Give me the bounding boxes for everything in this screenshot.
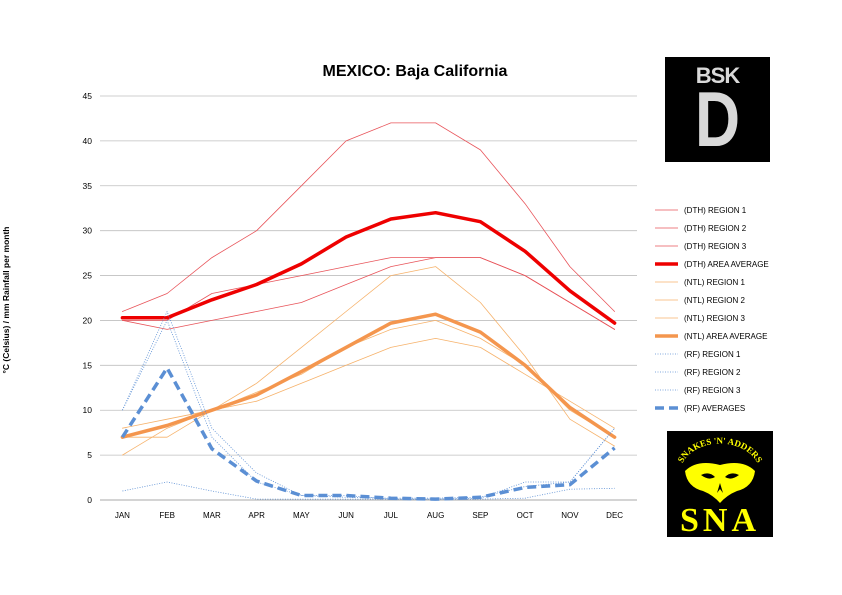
legend-label: (RF) AVERAGES [684,404,745,413]
legend-label: (NTL) REGION 2 [684,296,745,305]
series-line-4 [120,210,617,325]
legend-label: (RF) REGION 2 [684,368,741,377]
x-tick-label: DEC [606,511,623,520]
sna-logo-bottom-text: SNA [680,502,760,537]
sna-logo: SNAKES 'N' ADDERS SNA [667,431,773,537]
series-line-11 [122,319,615,500]
legend-label: (DTH) AREA AVERAGE [684,260,769,269]
bsk-logo-letter: D [694,75,741,163]
legend-label: (RF) REGION 3 [684,386,741,395]
x-tick-label: APR [248,511,265,520]
y-tick-label: 20 [83,315,93,325]
sna-logo-graphic: SNAKES 'N' ADDERS SNA [676,436,765,537]
y-tick-label: 0 [87,495,92,505]
legend: (DTH) REGION 1 (DTH) REGION 2 (DTH) REGION… [655,206,769,413]
legend-label: (NTL) AREA AVERAGE [684,332,767,341]
series-line-1 [122,122,615,312]
axes: 0 5 10 15 20 25 30 35 40 45 JAN FEB MAR APR MAY JUN JUL A… [83,91,624,520]
series-line-9 [122,311,615,499]
series-line-5 [122,266,615,456]
x-tick-label: SEP [472,511,488,520]
x-tick-label: JUN [338,511,354,520]
x-tick-label: MAY [293,511,310,520]
legend-label: (DTH) REGION 1 [684,206,747,215]
series-line-8 [120,312,617,439]
x-tick-label: AUG [427,511,444,520]
chart-title: MEXICO: Baja California [322,63,508,80]
y-tick-label: 25 [83,271,93,281]
legend-label: (NTL) REGION 3 [684,314,745,323]
series-line-10 [122,481,615,500]
bsk-logo: BSK D [665,57,770,162]
y-tick-label: 30 [83,226,93,236]
legend-label: (DTH) REGION 2 [684,224,747,233]
y-tick-label: 40 [83,136,93,146]
x-tick-label: JUL [384,511,399,520]
x-tick-label: FEB [159,511,175,520]
y-tick-label: 10 [83,405,93,415]
x-tick-label: OCT [517,511,534,520]
series-layer [120,122,617,501]
grid [100,95,637,501]
x-tick-label: MAR [203,511,221,520]
series-line-3 [122,257,615,330]
y-tick-label: 15 [83,360,93,370]
legend-label: (RF) REGION 1 [684,350,741,359]
legend-label: (NTL) REGION 1 [684,278,745,287]
legend-label: (DTH) REGION 3 [684,242,747,251]
series-line-12 [120,366,616,501]
y-tick-label: 45 [83,91,93,101]
sna-logo-top-text: SNAKES 'N' ADDERS [676,436,765,465]
y-tick-label: 5 [87,450,92,460]
x-tick-label: JAN [115,511,130,520]
x-tick-label: NOV [561,511,579,520]
y-axis-label: °C (Celsius) / mm Rainfall per month [1,226,11,374]
y-tick-label: 35 [83,181,93,191]
bsk-logo-text: BSK [695,63,740,88]
